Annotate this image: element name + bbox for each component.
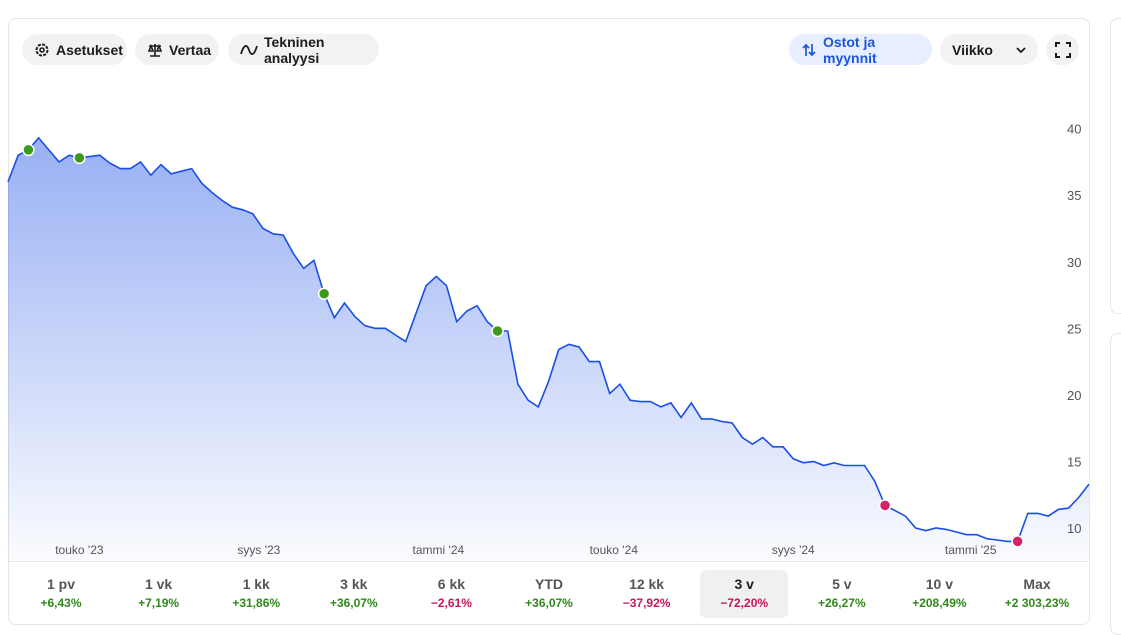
- y-tick-label: 10: [1067, 521, 1081, 536]
- period-tab[interactable]: 1 vk +7,19%: [115, 570, 203, 618]
- period-change: −37,92%: [622, 596, 671, 610]
- trade-marker: [491, 324, 504, 338]
- period-change: −72,20%: [720, 596, 769, 610]
- period-label: 1 vk: [144, 576, 173, 592]
- period-tab[interactable]: YTD +36,07%: [505, 570, 593, 618]
- fullscreen-button[interactable]: [1046, 34, 1079, 65]
- compare-button[interactable]: Vertaa: [135, 34, 219, 65]
- period-label: 12 kk: [629, 576, 665, 592]
- area: [8, 137, 1089, 560]
- trades-button[interactable]: Ostot ja myynnit: [789, 33, 932, 66]
- trades-label: Ostot ja myynnit: [823, 33, 877, 66]
- period-change: −2,61%: [430, 596, 472, 610]
- period-change: +31,86%: [232, 596, 281, 610]
- settings-label: Asetukset: [56, 41, 123, 58]
- period-change: +7,19%: [138, 596, 180, 610]
- side-card: [1110, 18, 1121, 314]
- period-tab[interactable]: 6 kk −2,61%: [407, 570, 495, 618]
- interval-select[interactable]: Viikko: [940, 34, 1038, 65]
- trade-marker: [878, 499, 892, 512]
- period-label: 3 v: [734, 576, 754, 592]
- period-tab[interactable]: 12 kk −37,92%: [603, 570, 691, 618]
- period-label: 5 v: [832, 576, 852, 592]
- x-tick-label: tammi '25: [945, 543, 997, 557]
- period-label: 3 kk: [340, 576, 368, 592]
- period-change: +2 303,23%: [1004, 596, 1070, 610]
- period-label: 10 v: [925, 576, 954, 592]
- arrows-icon: [802, 43, 816, 56]
- settings-button[interactable]: Asetukset: [22, 34, 127, 65]
- wave-icon: [240, 44, 258, 55]
- period-tab[interactable]: Max +2 303,23%: [993, 570, 1081, 618]
- period-tab[interactable]: 1 kk +31,86%: [212, 570, 300, 618]
- y-tick-label: 30: [1067, 255, 1081, 270]
- chart: 10 15 20 25 30 35 40 touko '23 syys '23 tammi '24…: [7, 122, 1090, 560]
- period-change: +6,43%: [40, 596, 82, 610]
- gear-icon: [35, 43, 49, 56]
- period-label: Max: [1023, 576, 1051, 592]
- y-tick-label: 15: [1067, 454, 1081, 469]
- y-tick-label: 40: [1067, 122, 1081, 137]
- x-tick-label: touko '24: [590, 543, 639, 557]
- y-tick-label: 20: [1067, 388, 1081, 403]
- period-label: 6 kk: [437, 576, 466, 592]
- period-tabs: 1 pv +6,43% 1 vk +7,19% 1 kk +31,86% 3 kk +36,0…: [9, 561, 1088, 624]
- period-label: 1 kk: [242, 576, 270, 592]
- x-tick-label: syys '23: [237, 543, 280, 557]
- period-tab[interactable]: 5 v +26,27%: [798, 570, 886, 618]
- period-tab[interactable]: 3 kk +36,07%: [310, 570, 398, 618]
- scale-icon: [147, 43, 163, 57]
- period-change: +208,49%: [912, 596, 967, 610]
- technical-label: Tekninen analyysi: [264, 33, 325, 66]
- compare-label: Vertaa: [169, 41, 212, 58]
- trade-marker: [1011, 535, 1024, 548]
- period-label: YTD: [535, 576, 563, 592]
- trade-marker: [73, 151, 86, 165]
- x-tick-label: touko '23: [55, 543, 104, 557]
- period-change: +36,07%: [525, 596, 573, 610]
- period-tab[interactable]: 3 v −72,20%: [700, 570, 789, 618]
- y-tick-label: 35: [1067, 188, 1081, 203]
- period-tab[interactable]: 1 pv +6,43%: [17, 570, 105, 618]
- interval-label: Viikko: [952, 41, 993, 58]
- period-change: +36,07%: [329, 596, 378, 610]
- x-tick-label: syys '24: [772, 543, 815, 557]
- fullscreen-icon: [1054, 41, 1071, 58]
- price-line: [7, 136, 1090, 543]
- period-change: +26,27%: [817, 596, 866, 610]
- y-tick-label: 25: [1067, 321, 1081, 336]
- trade-marker: [22, 143, 35, 157]
- x-tick-label: tammi '24: [413, 543, 465, 557]
- period-label: 1 pv: [46, 576, 75, 592]
- chevron-icon: [1016, 46, 1026, 53]
- period-tab[interactable]: 10 v +208,49%: [895, 570, 983, 618]
- trade-marker: [317, 287, 331, 300]
- technical-button[interactable]: Tekninen analyysi: [228, 33, 379, 66]
